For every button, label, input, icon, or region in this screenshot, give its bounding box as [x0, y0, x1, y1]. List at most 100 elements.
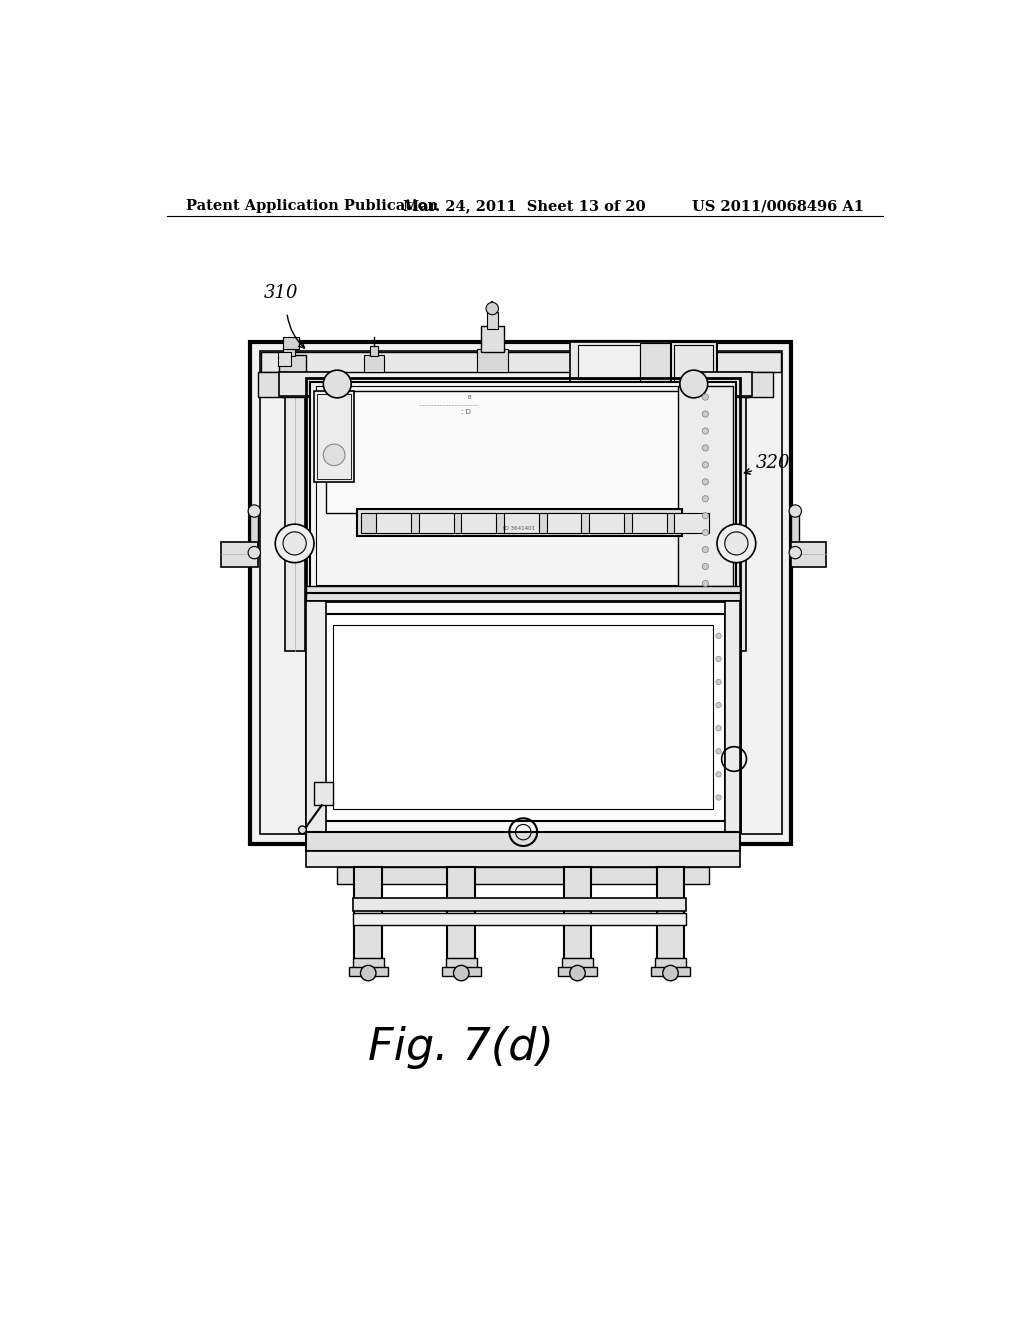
Circle shape: [716, 795, 721, 800]
Circle shape: [716, 726, 721, 731]
Text: B: B: [467, 395, 471, 400]
Bar: [258, 372, 287, 397]
Bar: [675, 512, 710, 532]
Circle shape: [299, 826, 306, 834]
Circle shape: [454, 965, 469, 981]
Circle shape: [716, 680, 721, 685]
Circle shape: [702, 445, 709, 451]
Bar: [306, 378, 740, 832]
Bar: [306, 586, 740, 601]
Bar: [640, 343, 671, 381]
Bar: [314, 391, 354, 482]
Bar: [352, 913, 686, 925]
Bar: [726, 393, 746, 651]
Circle shape: [790, 546, 802, 558]
Bar: [562, 958, 593, 969]
Bar: [656, 867, 684, 960]
Bar: [589, 512, 624, 532]
Circle shape: [716, 772, 721, 777]
Bar: [744, 372, 773, 397]
Circle shape: [717, 524, 756, 562]
Bar: [306, 601, 740, 832]
Bar: [445, 958, 477, 969]
Circle shape: [702, 581, 709, 586]
Bar: [360, 512, 678, 532]
Bar: [477, 350, 508, 372]
Circle shape: [702, 512, 709, 519]
Bar: [306, 832, 740, 851]
Bar: [678, 385, 732, 586]
Bar: [317, 395, 351, 479]
Circle shape: [324, 444, 345, 466]
Bar: [563, 867, 592, 960]
Circle shape: [569, 965, 586, 981]
Bar: [337, 867, 710, 884]
Bar: [278, 352, 291, 367]
Bar: [365, 355, 384, 372]
Bar: [310, 381, 736, 590]
Text: Fig. 7(d): Fig. 7(d): [369, 1026, 554, 1069]
Bar: [280, 372, 337, 396]
Bar: [723, 385, 750, 397]
Circle shape: [716, 702, 721, 708]
Bar: [693, 372, 752, 396]
Bar: [569, 342, 671, 381]
Bar: [352, 898, 686, 911]
Circle shape: [702, 411, 709, 417]
Bar: [370, 346, 378, 356]
Bar: [558, 966, 597, 977]
Bar: [306, 851, 740, 867]
Circle shape: [702, 462, 709, 469]
Bar: [578, 345, 640, 379]
Circle shape: [702, 546, 709, 553]
Bar: [792, 543, 825, 566]
Bar: [356, 508, 682, 536]
Text: Mar. 24, 2011  Sheet 13 of 20: Mar. 24, 2011 Sheet 13 of 20: [403, 199, 646, 213]
Circle shape: [663, 965, 678, 981]
Bar: [419, 512, 454, 532]
Circle shape: [248, 506, 260, 517]
Bar: [655, 958, 686, 969]
Bar: [792, 512, 799, 552]
Circle shape: [702, 428, 709, 434]
Text: US 2011/0068496 A1: US 2011/0068496 A1: [692, 199, 864, 213]
Circle shape: [702, 479, 709, 484]
Text: 320: 320: [756, 454, 791, 471]
Bar: [725, 601, 740, 832]
Bar: [221, 543, 258, 566]
Bar: [314, 781, 334, 805]
Circle shape: [702, 495, 709, 502]
Text: Patent Application Publication: Patent Application Publication: [186, 199, 438, 213]
Bar: [251, 512, 258, 552]
Bar: [251, 342, 792, 843]
Bar: [326, 391, 701, 512]
Bar: [651, 966, 690, 977]
Bar: [504, 512, 539, 532]
Circle shape: [702, 393, 709, 400]
Bar: [322, 614, 725, 821]
Text: : D: : D: [461, 409, 471, 416]
Circle shape: [790, 506, 802, 517]
Bar: [280, 355, 306, 372]
Bar: [283, 347, 295, 356]
Bar: [349, 966, 388, 977]
Circle shape: [275, 524, 314, 562]
Circle shape: [725, 532, 748, 554]
Bar: [282, 385, 308, 397]
Bar: [671, 342, 717, 385]
Bar: [260, 351, 782, 834]
Bar: [352, 958, 384, 969]
Bar: [261, 352, 780, 372]
Bar: [632, 512, 667, 532]
Bar: [442, 966, 480, 977]
Circle shape: [486, 302, 499, 314]
Circle shape: [702, 564, 709, 570]
Bar: [354, 867, 382, 960]
Bar: [447, 867, 475, 960]
Circle shape: [702, 529, 709, 536]
Bar: [547, 512, 582, 532]
Circle shape: [324, 370, 351, 397]
Circle shape: [248, 546, 260, 558]
Bar: [675, 345, 713, 383]
Text: ID 3641401: ID 3641401: [504, 525, 536, 531]
